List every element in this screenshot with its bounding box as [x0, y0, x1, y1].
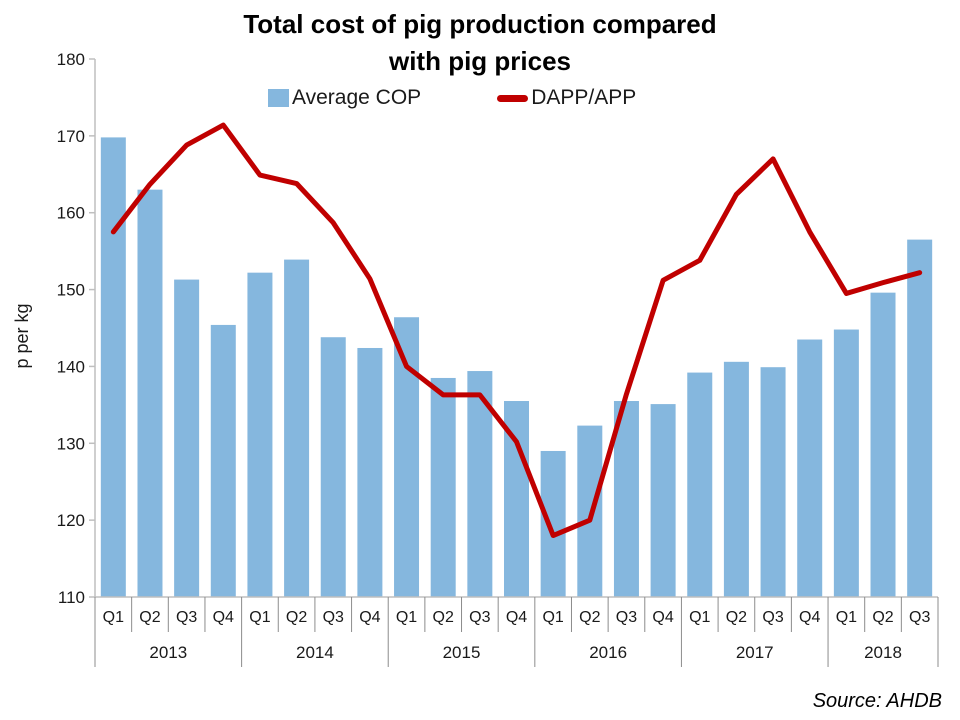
legend-item-average-cop: Average COP: [268, 86, 421, 110]
dapp-line: [110, 122, 923, 539]
quarter-label: Q4: [799, 609, 820, 626]
line-swatch-icon: [497, 94, 529, 102]
year-label: 2013: [149, 643, 187, 662]
quarter-label: Q1: [689, 609, 710, 626]
cop-bar-2018-Q2: [870, 292, 896, 597]
quarter-label: Q3: [469, 609, 490, 626]
quarter-label: Q2: [139, 609, 160, 626]
cop-bar-2013-Q3: [174, 279, 200, 597]
cop-bar-2016-Q1: [540, 450, 566, 597]
year-label: 2016: [589, 643, 627, 662]
cop-bar-2014-Q4: [357, 347, 383, 597]
cop-bar-2013-Q2: [137, 189, 163, 597]
cop-bar-2017-Q3: [760, 367, 786, 597]
cop-bar-2014-Q2: [284, 259, 310, 597]
quarter-label: Q3: [176, 609, 197, 626]
y-tick-label: 170: [57, 127, 85, 146]
year-label: 2014: [296, 643, 334, 662]
y-tick-label: 180: [57, 50, 85, 69]
cop-bar-2015-Q1: [394, 317, 420, 597]
quarter-label: Q3: [323, 609, 344, 626]
quarter-label: Q1: [396, 609, 417, 626]
year-label: 2017: [736, 643, 774, 662]
chart-title: Total cost of pig production compared wi…: [0, 6, 960, 80]
cop-bar-2013-Q4: [210, 324, 236, 597]
cop-bar-2017-Q2: [723, 361, 749, 597]
year-label: 2015: [443, 643, 481, 662]
legend-label-average-cop: Average COP: [292, 86, 422, 109]
cop-bar-2017-Q1: [687, 372, 713, 597]
y-tick-label: 160: [57, 204, 85, 223]
cop-bar-2018-Q3: [907, 239, 933, 597]
legend-label-dapp-app: DAPP/APP: [531, 86, 637, 109]
y-tick-label: 140: [57, 357, 85, 376]
quarter-label: Q4: [506, 609, 527, 626]
quarter-label: Q4: [652, 609, 673, 626]
quarter-label: Q1: [542, 609, 563, 626]
quarter-label: Q1: [103, 609, 124, 626]
source-note: Source: AHDB: [812, 690, 942, 712]
cop-bar-2015-Q2: [430, 377, 456, 597]
quarter-label: Q2: [726, 609, 747, 626]
y-tick-label: 110: [58, 588, 85, 607]
cop-bar-2013-Q1: [100, 137, 126, 597]
bar-swatch-icon: [268, 89, 289, 107]
legend-item-dapp-app: DAPP/APP: [497, 86, 636, 110]
y-tick-label: 120: [57, 511, 85, 530]
quarter-label: Q4: [359, 609, 380, 626]
y-tick-label: 150: [57, 281, 85, 300]
cop-bar-2017-Q4: [797, 339, 823, 597]
quarter-label: Q3: [762, 609, 783, 626]
y-tick-label: 130: [57, 434, 85, 453]
quarter-label: Q2: [872, 609, 893, 626]
quarter-label: Q4: [213, 609, 234, 626]
quarter-label: Q1: [249, 609, 270, 626]
quarter-label: Q1: [836, 609, 857, 626]
quarter-label: Q2: [579, 609, 600, 626]
quarter-label: Q2: [286, 609, 307, 626]
cop-bar-2016-Q3: [613, 401, 639, 597]
quarter-label: Q3: [909, 609, 930, 626]
year-label: 2018: [864, 643, 902, 662]
cop-bar-2014-Q1: [247, 272, 273, 597]
cop-bar-2014-Q3: [320, 337, 346, 597]
legend: Average COP DAPP/APP: [268, 86, 636, 110]
chart-title-line-2: with pig prices: [388, 46, 572, 76]
cop-bar-2018-Q1: [833, 329, 859, 597]
chart-title-line-1: Total cost of pig production compared: [243, 9, 717, 39]
cop-bar-2016-Q4: [650, 404, 676, 597]
quarter-label: Q3: [616, 609, 637, 626]
quarter-label: Q2: [433, 609, 454, 626]
